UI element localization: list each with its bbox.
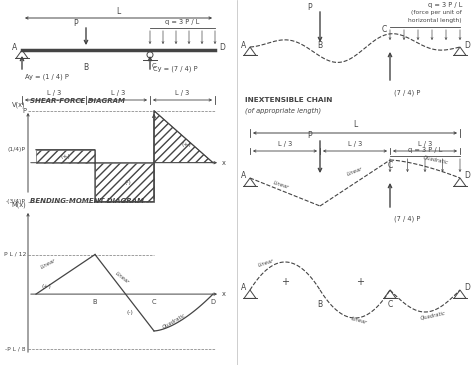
Text: INEXTENSIBLE CHAIN: INEXTENSIBLE CHAIN xyxy=(245,97,332,103)
Text: Linear: Linear xyxy=(346,166,364,177)
Text: P: P xyxy=(22,108,26,114)
Text: (1/4)P: (1/4)P xyxy=(8,147,26,152)
Text: +: + xyxy=(281,277,289,287)
Text: D: D xyxy=(219,43,225,53)
Text: (of appropriate length): (of appropriate length) xyxy=(245,107,321,114)
Text: P: P xyxy=(307,131,312,141)
Text: (-): (-) xyxy=(124,180,131,185)
Text: C: C xyxy=(387,161,392,170)
Text: L: L xyxy=(353,120,357,129)
Text: A: A xyxy=(241,41,246,50)
Text: Quadratic: Quadratic xyxy=(162,312,187,329)
Text: L: L xyxy=(117,7,120,16)
Text: (+): (+) xyxy=(182,142,191,147)
Text: P: P xyxy=(73,19,78,28)
Text: A: A xyxy=(241,172,246,181)
Text: SHEAR-FORCE DIAGRAM: SHEAR-FORCE DIAGRAM xyxy=(30,98,125,104)
Text: x: x xyxy=(222,291,226,297)
Text: Linear: Linear xyxy=(258,258,275,268)
Text: q = 3 P / L: q = 3 P / L xyxy=(408,147,442,153)
Text: q = 3 P / L: q = 3 P / L xyxy=(165,19,200,25)
Text: (force per unit of: (force per unit of xyxy=(411,10,462,15)
Text: M(x): M(x) xyxy=(11,201,26,208)
Text: Linear: Linear xyxy=(350,316,367,325)
Text: Linear: Linear xyxy=(115,271,130,285)
Text: Cy = (7 / 4) P: Cy = (7 / 4) P xyxy=(153,65,198,72)
Text: horizontal length): horizontal length) xyxy=(409,18,462,23)
Text: C: C xyxy=(152,299,156,305)
Text: B: B xyxy=(318,41,323,50)
Text: x: x xyxy=(222,160,226,166)
Text: B: B xyxy=(83,63,89,72)
Text: (7 / 4) P: (7 / 4) P xyxy=(394,216,420,223)
Text: (+): (+) xyxy=(42,284,52,289)
Text: Quadratic: Quadratic xyxy=(420,310,447,320)
Text: L / 3: L / 3 xyxy=(348,141,362,147)
Text: Ay = (1 / 4) P: Ay = (1 / 4) P xyxy=(25,74,69,81)
Text: (+): (+) xyxy=(61,154,71,159)
Text: L / 3: L / 3 xyxy=(175,90,190,96)
Text: L / 3: L / 3 xyxy=(418,141,432,147)
Text: Quadratic: Quadratic xyxy=(422,155,449,165)
Text: C: C xyxy=(382,24,387,34)
Text: -P L / 8: -P L / 8 xyxy=(6,347,26,351)
Text: q = 3 P / L: q = 3 P / L xyxy=(428,2,462,8)
Text: D: D xyxy=(464,284,470,292)
Text: P L / 12: P L / 12 xyxy=(4,252,26,257)
Text: D: D xyxy=(464,172,470,181)
Text: -(3/4)P: -(3/4)P xyxy=(6,199,26,204)
Text: Linear: Linear xyxy=(273,180,290,190)
Text: A: A xyxy=(241,284,246,292)
Text: (7 / 4) P: (7 / 4) P xyxy=(394,89,420,96)
Text: D: D xyxy=(210,299,216,305)
Text: C: C xyxy=(387,300,392,309)
Text: +: + xyxy=(356,277,364,287)
Text: D: D xyxy=(464,41,470,50)
Text: B: B xyxy=(318,300,323,309)
Text: P: P xyxy=(307,3,312,12)
Text: L / 3: L / 3 xyxy=(111,90,125,96)
Text: B: B xyxy=(93,299,97,305)
Text: A: A xyxy=(12,43,17,53)
Text: V(x): V(x) xyxy=(12,101,26,108)
Text: (-): (-) xyxy=(126,310,133,315)
Text: BENDING-MOMENT DIAGRAM: BENDING-MOMENT DIAGRAM xyxy=(30,198,144,204)
Text: Linear: Linear xyxy=(40,258,57,270)
Text: L / 3: L / 3 xyxy=(47,90,61,96)
Text: L / 3: L / 3 xyxy=(278,141,292,147)
Text: C: C xyxy=(152,63,156,69)
